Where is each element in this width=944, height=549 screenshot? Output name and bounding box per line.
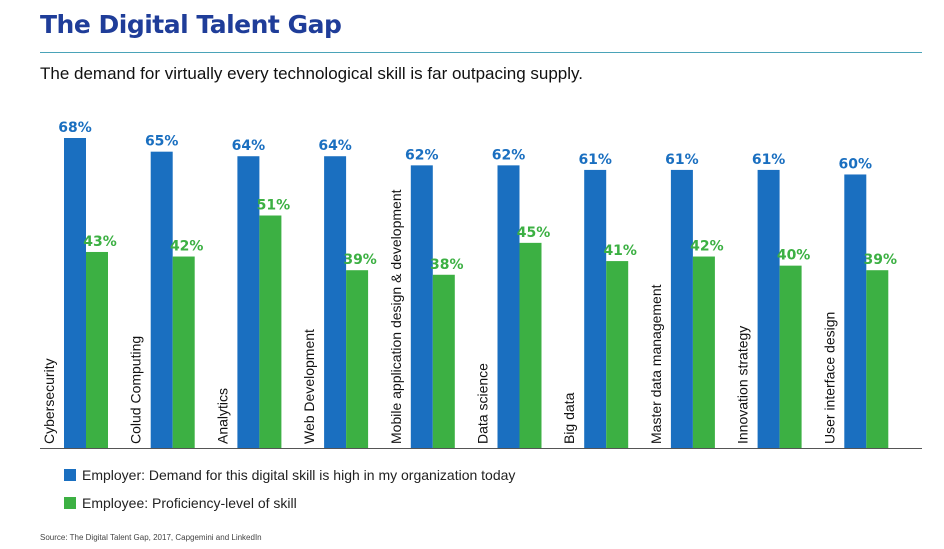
chart-title: The Digital Talent Gap [40,10,342,39]
source-note: Source: The Digital Talent Gap, 2017, Ca… [40,533,262,542]
employee-bar [259,215,282,448]
category-label: User interface design [821,312,837,444]
bar-chart: Cybersecurity 68% 43% Colud Computing 65% 42%… [40,120,922,449]
legend-swatch-employer [64,469,76,481]
employer-bar [64,138,86,448]
category-label: Data science [475,363,491,444]
employer-data-label: 60% [839,156,873,172]
category-label: Cybersecurity [41,358,57,444]
employer-data-label: 62% [492,147,526,163]
employee-bar [866,270,889,448]
category-label: Big data [561,392,577,444]
employer-bar [670,169,693,449]
employer-bar [584,169,607,449]
employee-data-label: 38% [430,257,464,273]
employee-bar [86,251,108,448]
employer-data-label: 68% [58,120,92,136]
employer-data-label: 61% [665,152,699,168]
category-label: Mobile application design & development [388,189,404,444]
category-label: Innovation strategy [735,326,751,444]
employee-bar [606,261,629,448]
employee-data-label: 45% [517,225,551,241]
employer-data-label: 64% [318,138,352,154]
employee-bar [432,274,455,448]
employee-bar [519,242,542,448]
employee-data-label: 43% [83,234,117,250]
employer-data-label: 61% [578,152,612,168]
employee-bar [346,270,369,448]
employee-data-label: 42% [170,239,204,255]
legend-item-employer: Employer: Demand for this digital skill … [64,467,515,483]
category-label: Colud Computing [128,336,144,444]
category-label: Analytics [214,388,230,444]
category-label: Web Development [301,329,317,444]
employee-data-label: 41% [603,243,637,259]
employer-bar [844,174,867,448]
legend-label-employee: Employee: Proficiency-level of skill [82,495,297,511]
chart-subtitle: The demand for virtually every technolog… [40,64,584,83]
title-divider [40,52,922,53]
legend-label-employer: Employer: Demand for this digital skill … [82,467,516,483]
employer-bar [497,165,520,448]
employer-bar [150,151,173,449]
legend-swatch-employee [64,497,76,509]
employee-data-label: 40% [777,248,811,264]
employer-data-label: 64% [232,138,266,154]
employer-bar [410,165,433,448]
category-label: Master data management [648,284,664,444]
employee-bar [692,256,715,448]
employee-bar [172,256,195,448]
employer-data-label: 61% [752,152,786,168]
employer-data-label: 65% [145,134,179,150]
employee-data-label: 51% [257,198,291,214]
employee-data-label: 39% [864,252,898,268]
employee-bar [779,265,802,448]
employer-bar [757,169,780,449]
legend-item-employee: Employee: Proficiency-level of skill [64,495,297,511]
employer-bar [324,156,347,448]
employee-data-label: 42% [690,239,724,255]
employee-data-label: 39% [343,252,377,268]
employer-data-label: 62% [405,147,439,163]
employer-bar [237,156,260,448]
